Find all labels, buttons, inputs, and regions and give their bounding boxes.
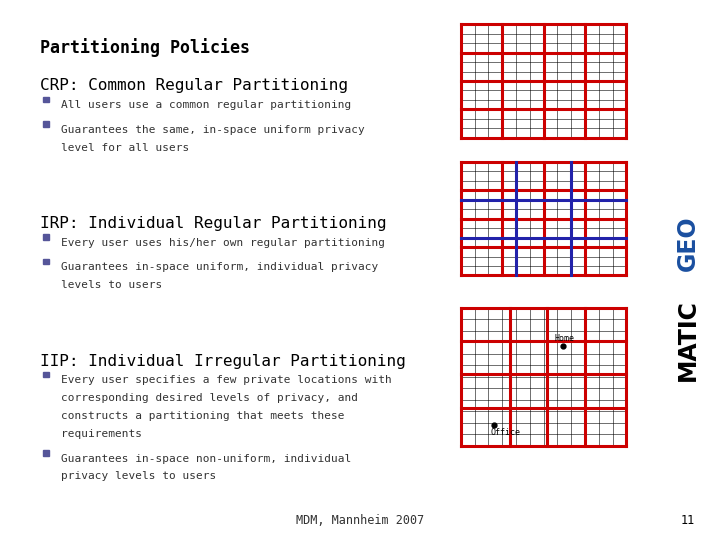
Text: privacy levels to users: privacy levels to users bbox=[61, 471, 217, 482]
Bar bbox=[43, 234, 49, 240]
Text: MATIC: MATIC bbox=[675, 299, 700, 381]
Text: All users use a common regular partitioning: All users use a common regular partition… bbox=[61, 100, 351, 110]
Bar bbox=[43, 122, 49, 127]
Bar bbox=[43, 97, 49, 102]
Text: corresponding desired levels of privacy, and: corresponding desired levels of privacy,… bbox=[61, 393, 359, 403]
Text: Guarantees in-space non-uniform, individual: Guarantees in-space non-uniform, individ… bbox=[61, 454, 351, 464]
Text: 11: 11 bbox=[680, 514, 695, 526]
Bar bbox=[43, 259, 49, 265]
Text: Home: Home bbox=[554, 334, 574, 342]
Text: Guarantees the same, in-space uniform privacy: Guarantees the same, in-space uniform pr… bbox=[61, 125, 365, 135]
Text: MDM, Mannheim 2007: MDM, Mannheim 2007 bbox=[296, 514, 424, 526]
Text: CRP: Common Regular Partitioning: CRP: Common Regular Partitioning bbox=[40, 78, 348, 93]
Text: Every user uses his/her own regular partitioning: Every user uses his/her own regular part… bbox=[61, 238, 385, 248]
Text: constructs a partitioning that meets these: constructs a partitioning that meets the… bbox=[61, 411, 345, 421]
Text: Office: Office bbox=[490, 428, 521, 436]
Text: level for all users: level for all users bbox=[61, 143, 189, 153]
Text: IIP: Individual Irregular Partitioning: IIP: Individual Irregular Partitioning bbox=[40, 354, 405, 369]
Text: Every user specifies a few private locations with: Every user specifies a few private locat… bbox=[61, 375, 392, 386]
Bar bbox=[43, 372, 49, 377]
Text: requirements: requirements bbox=[61, 429, 142, 439]
Text: Guarantees in-space uniform, individual privacy: Guarantees in-space uniform, individual … bbox=[61, 262, 379, 273]
Bar bbox=[43, 450, 49, 456]
Text: Partitioning Policies: Partitioning Policies bbox=[40, 38, 250, 57]
Text: GEO: GEO bbox=[675, 215, 700, 271]
Text: IRP: Individual Regular Partitioning: IRP: Individual Regular Partitioning bbox=[40, 216, 386, 231]
Text: levels to users: levels to users bbox=[61, 280, 163, 291]
